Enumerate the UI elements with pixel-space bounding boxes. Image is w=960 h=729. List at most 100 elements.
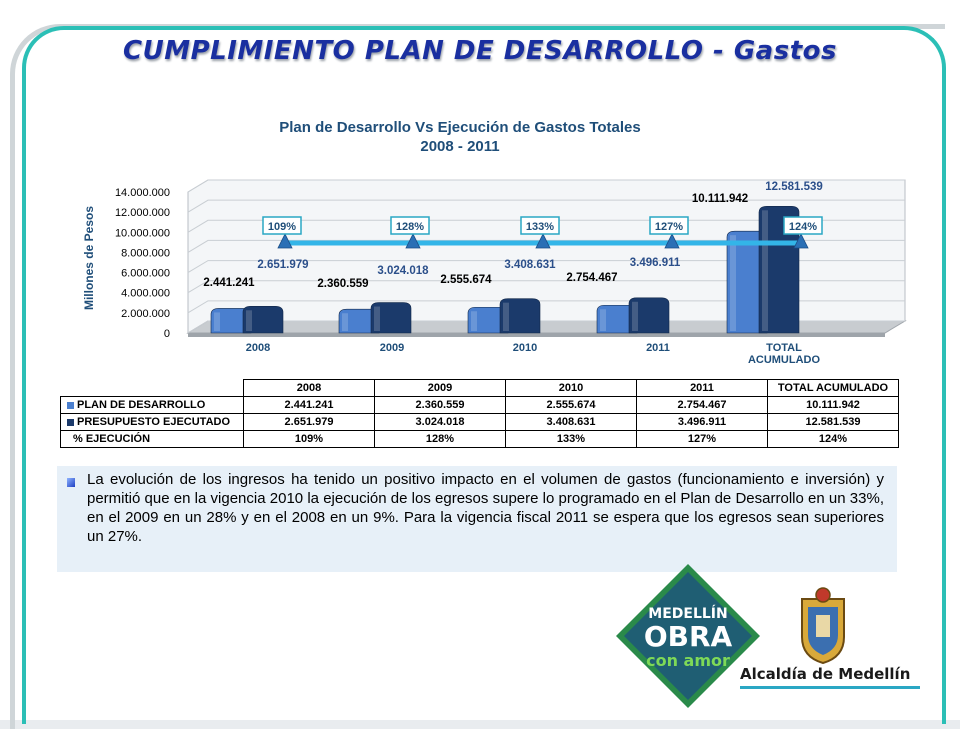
table-corner — [61, 380, 244, 397]
plan-bar-highlight — [214, 312, 220, 331]
y-tick-label: 4.000.000 — [121, 288, 170, 300]
y-tick-label: 8.000.000 — [121, 247, 170, 259]
x-tick-label: ACUMULADO — [748, 354, 821, 366]
ejecutado-bar-highlight — [503, 302, 509, 331]
gridline — [187, 260, 905, 274]
execution-marker — [405, 233, 421, 249]
table-cell: 127% — [636, 430, 768, 448]
bar-chart: 0 2.000.000 4.000.000 6.000.000 8.000.000 10.… — [82, 179, 907, 366]
table-cell: 12.581.539 — [767, 413, 899, 431]
execution-label-box — [262, 216, 302, 235]
ejecutado-bar — [628, 297, 670, 334]
table-row-label: % EJECUCIÓN — [60, 430, 244, 448]
table-row: PRESUPUESTO EJECUTADO 2.651.979 3.024.01… — [60, 413, 899, 431]
table-cell: 2.360.559 — [374, 396, 506, 414]
ejecutado-value-label: 3.408.631 — [504, 259, 556, 271]
ejecutado-value-label: 2.651.979 — [257, 259, 308, 271]
ejecutado-value-label: 12.581.539 — [765, 181, 823, 193]
y-tick-label: 0 — [164, 328, 170, 340]
table-cell: 10.111.942 — [767, 396, 899, 414]
alcaldia-label: Alcaldía de Medellín — [740, 665, 911, 683]
ejecutado-bar-highlight — [374, 306, 380, 331]
table-row-label: PLAN DE DESARROLLO — [60, 396, 244, 414]
execution-marker — [277, 233, 293, 249]
plan-bar-highlight — [342, 313, 348, 331]
execution-label: 109% — [268, 221, 296, 233]
plan-bar-highlight — [471, 311, 477, 331]
ejecutado-bar — [758, 205, 800, 334]
x-tick-label: TOTAL — [766, 342, 802, 354]
summary-textbox: La evolución de los ingresos ha tenido u… — [57, 466, 897, 572]
table-cell: 3.408.631 — [505, 413, 637, 431]
y-tick-label: 12.000.000 — [115, 207, 170, 219]
table-row: PLAN DE DESARROLLO 2.441.241 2.360.559 2… — [60, 396, 899, 414]
summary-paragraph: La evolución de los ingresos ha tenido u… — [87, 471, 884, 545]
plan-legend-swatch — [67, 401, 74, 409]
execution-label-box — [649, 216, 689, 235]
table-cell: 109% — [243, 430, 375, 448]
slide-title: CUMPLIMIENTO PLAN DE DESARROLLO - Gastos — [123, 36, 837, 66]
execution-label-box — [520, 216, 560, 235]
execution-label: 128% — [396, 221, 424, 233]
bullet-icon — [67, 478, 75, 487]
gridline — [187, 199, 905, 213]
y-tick-label: 10.000.000 — [115, 227, 170, 239]
y-tick-label: 2.000.000 — [121, 308, 170, 320]
y-tick-label: 14.000.000 — [115, 187, 170, 199]
table-cell: 124% — [767, 430, 899, 448]
ejecutado-legend-swatch — [67, 418, 74, 426]
ejecutado-bar-highlight — [246, 310, 252, 331]
chart-floor-edge — [188, 333, 885, 337]
data-table: 2008 2009 2010 2011 TOTAL ACUMULADO PLAN… — [60, 379, 899, 448]
ejecutado-bar — [499, 298, 541, 334]
table-cell: 2.754.467 — [636, 396, 768, 414]
plan-value-label: 2.360.559 — [317, 278, 368, 290]
ejecutado-legend-label: PRESUPUESTO EJECUTADO — [77, 416, 231, 428]
alcaldia-underline — [740, 686, 920, 689]
plan-value-label: 2.441.241 — [203, 277, 255, 289]
x-tick-label: 2008 — [246, 342, 270, 354]
table-row-label: PRESUPUESTO EJECUTADO — [60, 413, 244, 431]
chart-title-main: Plan de Desarrollo Vs Ejecución de Gasto… — [279, 119, 641, 136]
table-cell: 2.441.241 — [243, 396, 375, 414]
x-tick-label: 2010 — [513, 342, 537, 354]
execution-label-box — [390, 216, 430, 235]
medellin-obra-logo: MEDELLÍN OBRA con amor — [616, 564, 760, 708]
plan-value-label: 2.555.674 — [440, 274, 492, 286]
chart-title: Plan de Desarrollo Vs Ejecución de Gasto… — [180, 118, 740, 156]
table-header: 2011 — [636, 379, 768, 397]
table-header: 2009 — [374, 379, 506, 397]
table-cell: 2.651.979 — [243, 413, 375, 431]
execution-marker — [535, 233, 551, 249]
execution-label: 124% — [789, 221, 817, 233]
table-header: 2010 — [505, 379, 637, 397]
plan-legend-label: PLAN DE DESARROLLO — [77, 399, 206, 411]
logo-line2: OBRA — [644, 620, 733, 653]
table-cell: 128% — [374, 430, 506, 448]
execution-label: 127% — [655, 221, 683, 233]
gridline — [187, 300, 905, 314]
ejecutado-bar — [242, 305, 284, 334]
execution-marker — [793, 233, 809, 249]
table-cell: 133% — [505, 430, 637, 448]
ejecutado-value-label: 3.496.911 — [630, 257, 681, 269]
execution-label-box — [783, 216, 823, 235]
logo-line1: MEDELLÍN — [648, 605, 727, 622]
ejecutado-bar-highlight — [762, 210, 768, 331]
plan-bar-highlight — [730, 235, 736, 331]
execution-label: 133% — [526, 221, 554, 233]
execution-marker — [664, 233, 680, 249]
y-tick-label: 6.000.000 — [121, 268, 170, 280]
y-axis-label: Millones de Pesos — [82, 206, 96, 310]
table-cell: 2.555.674 — [505, 396, 637, 414]
ejecutado-bar — [370, 302, 412, 334]
gridline — [187, 179, 905, 193]
table-cell: 3.496.911 — [636, 413, 768, 431]
plan-value-label: 2.754.467 — [566, 272, 617, 284]
x-tick-label: 2009 — [380, 342, 404, 354]
table-row: % EJECUCIÓN 109% 128% 133% 127% 124% — [60, 430, 899, 448]
ejecutado-bar-highlight — [632, 301, 638, 331]
table-header: TOTAL ACUMULADO — [767, 379, 899, 397]
plan-bar-highlight — [600, 309, 606, 331]
x-tick-label: 2011 — [646, 342, 670, 354]
